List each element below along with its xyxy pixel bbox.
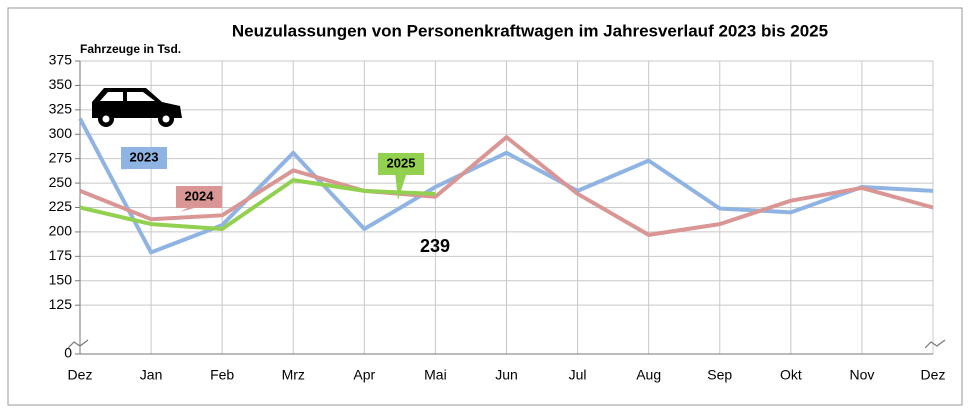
y-tick-label: 275 — [49, 149, 73, 165]
x-tick-label: Dez — [921, 367, 946, 383]
x-tick-label: Jul — [569, 367, 587, 383]
y-tick-label: 200 — [49, 223, 73, 239]
legend-label: 2025 — [387, 155, 416, 170]
series-line — [78, 117, 934, 255]
x-tick-label: Nov — [849, 367, 874, 383]
series-line — [79, 178, 436, 231]
legend-box — [378, 153, 424, 175]
x-tick-label: Apr — [353, 367, 375, 383]
y-tick-label: 175 — [49, 247, 73, 263]
x-tick-label: Feb — [210, 367, 234, 383]
chart-title: Neuzulassungen von Personenkraftwagen im… — [232, 21, 828, 40]
y-tick-label: 300 — [49, 125, 73, 141]
plot: 0 125 150 175 200 225 250 275 300 325 350 375 Dez Jan… — [49, 52, 946, 383]
axis-break — [67, 339, 946, 349]
x-tick-label: Aug — [636, 367, 661, 383]
x-tick-label: Mrz — [282, 367, 305, 383]
x-tick-label: Mai — [424, 367, 447, 383]
y-tick-label: 375 — [49, 52, 73, 68]
series-line — [79, 135, 934, 237]
y-tick-label: 125 — [49, 296, 73, 312]
y-tick-label: 150 — [49, 271, 73, 287]
legend-label: 2023 — [130, 149, 159, 164]
legend-box — [121, 147, 167, 169]
legend-pointer — [395, 172, 407, 200]
y-axis-label: Fahrzeuge in Tsd. — [80, 42, 181, 56]
y-tick-label: 350 — [49, 76, 73, 92]
y-tick-label: 250 — [49, 174, 73, 190]
x-tick-label: Sep — [707, 367, 732, 383]
legend-label: 2024 — [185, 188, 215, 203]
legend-box — [176, 186, 222, 208]
y-tick-label: 0 — [64, 345, 72, 361]
x-tick-label: Jun — [495, 367, 518, 383]
x-tick-label: Dez — [68, 367, 93, 383]
y-tick-label: 225 — [49, 198, 73, 214]
x-tick-label: Okt — [780, 367, 802, 383]
y-tick-label: 325 — [49, 101, 73, 117]
car-icon — [92, 88, 182, 127]
annotation: 239 — [420, 236, 450, 256]
x-tick-label: Jan — [140, 367, 163, 383]
